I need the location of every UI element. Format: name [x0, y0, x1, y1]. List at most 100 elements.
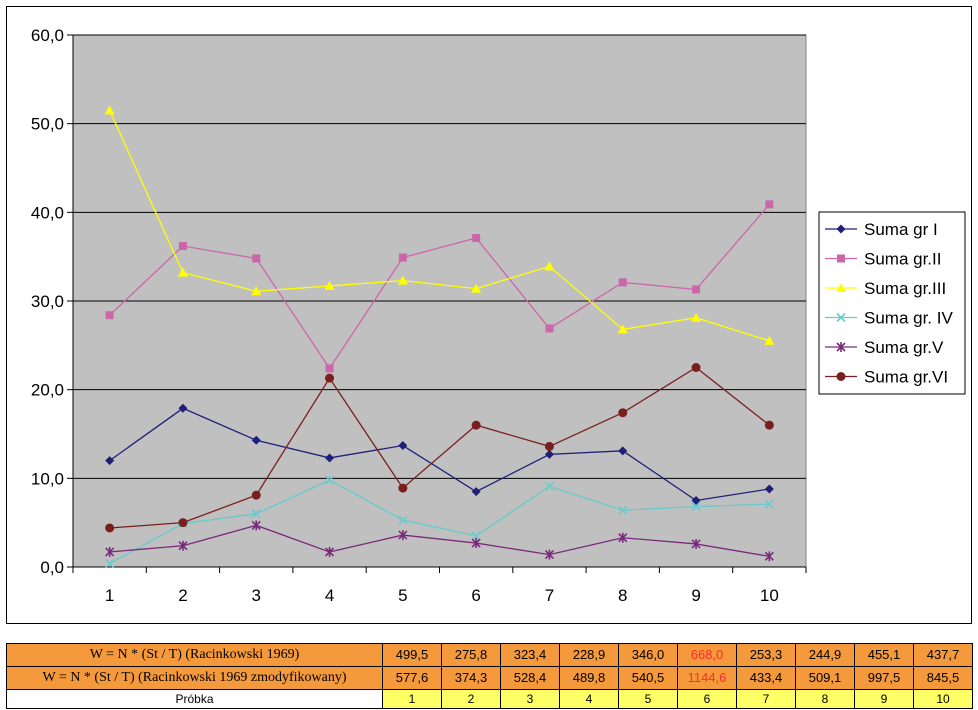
series-3-point	[617, 324, 628, 334]
series-5-point	[618, 532, 628, 543]
series-2-point	[692, 285, 701, 294]
series-6-point	[325, 373, 335, 383]
legend-label: Suma gr.VI	[864, 368, 948, 387]
table-cell: 1144,6	[677, 666, 737, 690]
series-6-point	[471, 420, 481, 430]
table-cell: 10	[913, 689, 973, 709]
series-6-point	[251, 490, 261, 500]
table-cell: 253,3	[736, 643, 796, 667]
legend	[818, 211, 966, 395]
series-4-point	[324, 475, 335, 485]
series-6-point	[178, 518, 188, 528]
table-cell: 577,6	[382, 666, 442, 690]
series-2-point	[398, 253, 407, 262]
x-tick-label: 8	[618, 586, 627, 605]
series-4-point	[471, 531, 481, 541]
legend-marker	[836, 283, 846, 292]
series-4-point	[764, 499, 774, 509]
table-cell: 499,5	[382, 643, 442, 667]
series-6-line	[109, 366, 770, 529]
series-1-point	[544, 449, 554, 459]
series-1-point	[764, 484, 774, 494]
table-row: W = N * (St / T) (Racinkowski 1969) 499,5…	[6, 643, 973, 667]
table-cell: 509,1	[795, 666, 855, 690]
table-cell: 997,5	[854, 666, 914, 690]
table-row: Próbka 1 2 3 4 5 6 7 8 9 10	[6, 689, 973, 709]
series-4-point	[618, 505, 628, 515]
table-cell: 6	[677, 689, 737, 709]
table-row: W = N * (St / T) (Racinkowski 1969 zmody…	[6, 666, 973, 690]
series-5-line	[109, 524, 770, 558]
series-3-point	[251, 286, 262, 296]
y-tick-label: 40,0	[31, 203, 64, 222]
y-tick-label: 60,0	[31, 26, 64, 45]
legend-label: Suma gr.III	[864, 279, 946, 298]
series-2-point	[325, 364, 334, 373]
series-1-line	[109, 407, 770, 502]
table-cell: 275,8	[441, 643, 501, 667]
y-tick-label: 50,0	[31, 115, 64, 134]
x-tick-label: 5	[398, 586, 407, 605]
series-3-point	[177, 267, 188, 277]
series-2-point	[178, 242, 187, 251]
series-6-point	[105, 523, 115, 533]
table-cell: 8	[795, 689, 855, 709]
series-2-point	[618, 278, 627, 287]
table-cell: 489,8	[559, 666, 619, 690]
series-3-point	[104, 105, 115, 115]
series-5-point	[324, 546, 335, 557]
legend-marker	[836, 342, 846, 352]
table-cell: 528,4	[500, 666, 560, 690]
line-chart: 0,0 10,0 20,0 30,0 40,0 50,0 60,0 1 2 3 4 5 6 7 8 9 10 Su…	[31, 26, 966, 605]
series-4-point	[398, 515, 408, 525]
table-cell: 323,4	[500, 643, 560, 667]
table-cell: 346,0	[618, 643, 678, 667]
series-2-point	[105, 311, 114, 320]
x-tick-label: 1	[105, 586, 114, 605]
series-1-point	[325, 453, 335, 463]
x-tick-label: 4	[325, 586, 334, 605]
series-2-point	[252, 254, 261, 263]
series-4-point	[105, 558, 115, 569]
series-5-point	[398, 530, 408, 541]
series-3-point	[397, 275, 408, 285]
series-5-point	[178, 540, 188, 551]
row-label: W = N * (St / T) (Racinkowski 1969 zmody…	[6, 666, 383, 690]
table-cell: 228,9	[559, 643, 619, 667]
series-4-point	[691, 502, 701, 512]
series-3-point	[691, 312, 702, 322]
series-5-point	[105, 546, 115, 557]
table-cell: 2	[441, 689, 501, 709]
legend-label: Suma gr.V	[864, 338, 944, 357]
series-5-point	[471, 538, 481, 549]
y-tick-label: 0,0	[40, 558, 64, 577]
legend-marker	[836, 372, 846, 381]
series-1-point	[471, 487, 481, 497]
series-2-point	[472, 234, 481, 243]
series-6-point	[398, 483, 408, 493]
table-cell: 374,3	[441, 666, 501, 690]
table-cell: 1	[382, 689, 442, 709]
legend-marker	[836, 224, 846, 234]
series-1-point	[691, 496, 701, 505]
series-1-point	[178, 403, 188, 413]
table-cell: 4	[559, 689, 619, 709]
x-tick-label: 7	[545, 586, 554, 605]
table-cell: 433,4	[736, 666, 796, 690]
table-cell: 244,9	[795, 643, 855, 667]
row-label: W = N * (St / T) (Racinkowski 1969)	[6, 643, 383, 667]
series-1-point	[618, 446, 628, 456]
series-6-point	[544, 441, 554, 451]
series-6-point	[691, 363, 701, 372]
x-tick-label: 10	[760, 586, 779, 605]
series-2-point	[765, 200, 774, 209]
y-tick-label: 10,0	[31, 469, 64, 488]
data-table: W = N * (St / T) (Racinkowski 1969) 499,5…	[6, 643, 973, 709]
series-5-point	[691, 538, 701, 549]
series-3-line	[109, 110, 770, 342]
series-5-point	[251, 520, 261, 531]
table-cell: 437,7	[913, 643, 973, 667]
table-cell: 668,0	[677, 643, 737, 667]
series-2-line	[109, 203, 770, 370]
series-2-point	[545, 324, 554, 333]
